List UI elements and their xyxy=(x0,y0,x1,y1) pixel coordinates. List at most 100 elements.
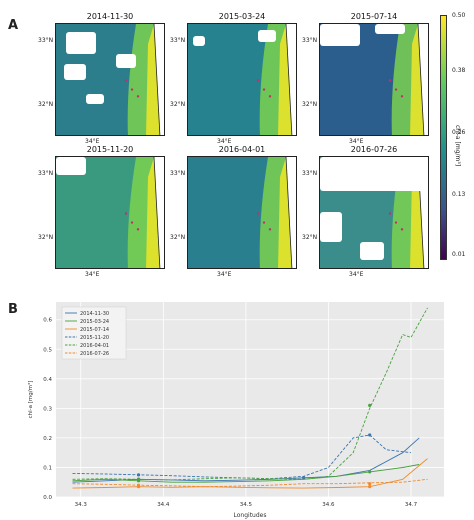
y-tick-label: 0.6 xyxy=(43,318,52,324)
station-point xyxy=(136,228,140,231)
x-tick-label: 34.7 xyxy=(405,502,418,508)
latitude-tick-label: 33°N xyxy=(170,37,186,44)
colorbar-tick-label: 0.38 xyxy=(452,67,466,74)
map-panel: 2015-03-24 33°N 32°N 34°E xyxy=(170,12,297,145)
station-point xyxy=(400,228,404,231)
cloud-gap xyxy=(320,157,428,191)
x-tick-label: 34.3 xyxy=(75,502,88,508)
latitude-tick-label: 32°N xyxy=(38,234,54,241)
colorbar-tick-label: 0.50 xyxy=(452,12,466,19)
cloud-gap xyxy=(56,157,86,175)
map-date-title: 2015-11-20 xyxy=(86,145,134,154)
cloud-gap xyxy=(320,212,342,242)
cloud-gap xyxy=(258,30,276,42)
nearshore-high-chl xyxy=(410,24,424,135)
map-panel: 2015-07-14 33°N 32°N 34°E xyxy=(302,12,429,145)
series-marker xyxy=(302,476,306,480)
series-line xyxy=(72,307,428,481)
latitude-tick-label: 33°N xyxy=(38,37,54,44)
chlorophyll-field xyxy=(188,24,296,135)
legend-box xyxy=(61,306,127,360)
map-panel: 2014-11-30 33°N 32°N 34°E xyxy=(38,12,165,145)
latitude-tick-label: 33°N xyxy=(38,170,54,177)
nearshore-high-chl xyxy=(146,24,160,135)
coastline xyxy=(153,24,161,135)
y-tick-label: 0.0 xyxy=(43,495,52,501)
map-image xyxy=(55,156,165,269)
legend-label: 2015-07-14 xyxy=(80,327,109,333)
chlorophyll-field xyxy=(188,157,296,268)
station-point xyxy=(262,221,266,224)
station-point xyxy=(136,95,140,98)
cloud-gap xyxy=(375,24,405,34)
map-date-title: 2015-07-14 xyxy=(350,12,398,21)
chlorophyll-field xyxy=(56,157,164,268)
series-marker xyxy=(368,485,372,489)
land-area xyxy=(154,24,164,135)
land-area xyxy=(418,24,428,135)
panel-a-label: A xyxy=(8,18,19,33)
cloud-gap xyxy=(86,94,104,104)
colorbar-tick-label: 0.01 xyxy=(452,251,466,258)
series-marker xyxy=(136,473,141,477)
map-panel: 2015-11-20 33°N 32°N 34°E xyxy=(38,145,165,278)
colorbar-tick-label: 0.13 xyxy=(452,191,466,198)
map-date-title: 2016-07-26 xyxy=(350,145,398,154)
y-tick-label: 0.2 xyxy=(43,436,52,442)
nearshore-high-chl xyxy=(146,157,160,268)
panel-b-label: B xyxy=(8,302,18,317)
x-axis-label: Longitudes xyxy=(234,512,267,519)
map-image xyxy=(55,23,165,136)
map-image xyxy=(319,23,429,136)
coastline xyxy=(417,24,425,135)
station-point xyxy=(268,228,272,231)
latitude-tick-label: 32°N xyxy=(38,101,54,108)
y-tick-label: 0.3 xyxy=(43,406,52,412)
series-line xyxy=(72,458,428,489)
map-date-title: 2015-03-24 xyxy=(218,12,266,21)
series-line xyxy=(72,478,428,488)
series-marker xyxy=(368,403,372,408)
latitude-tick-label: 32°N xyxy=(170,234,186,241)
y-tick-label: 0.5 xyxy=(43,347,52,353)
x-tick-label: 34.6 xyxy=(322,502,335,508)
map-panel: 2016-07-26 33°N 32°N 34°E xyxy=(302,145,429,278)
series-marker xyxy=(136,477,141,481)
latitude-tick-label: 32°N xyxy=(302,234,318,241)
station-point xyxy=(256,212,260,215)
nearshore-high-chl xyxy=(278,24,292,135)
series-marker xyxy=(368,470,372,474)
series-marker xyxy=(368,482,372,486)
station-point xyxy=(124,212,128,215)
legend-label: 2014-11-30 xyxy=(80,311,109,317)
longitude-tick-label: 34°E xyxy=(217,271,232,278)
station-point xyxy=(130,88,134,91)
station-point xyxy=(130,221,134,224)
chlorophyll-field xyxy=(56,24,164,135)
legend-label: 2016-07-26 xyxy=(80,351,109,357)
x-tick-label: 34.4 xyxy=(157,502,170,508)
longitude-tick-label: 34°E xyxy=(349,138,364,145)
longitude-tick-label: 34°E xyxy=(85,271,100,278)
series-marker xyxy=(136,483,141,487)
station-point xyxy=(400,95,404,98)
cloud-gap xyxy=(66,32,96,54)
chlorophyll-field xyxy=(320,157,428,268)
series-line xyxy=(72,464,420,483)
y-tick-label: 0.1 xyxy=(43,465,52,471)
legend-label: 2015-11-20 xyxy=(80,335,109,341)
latitude-tick-label: 32°N xyxy=(170,101,186,108)
land-area xyxy=(286,157,296,268)
series-marker xyxy=(368,433,372,437)
cloud-gap xyxy=(320,24,360,46)
colorbar-label: chl-a [mg/m³] xyxy=(454,125,461,167)
cloud-gap xyxy=(360,242,384,260)
map-date-title: 2016-04-01 xyxy=(218,145,266,154)
chlorophyll-field xyxy=(320,24,428,135)
cloud-gap xyxy=(64,64,86,80)
latitude-tick-label: 33°N xyxy=(302,170,318,177)
latitude-tick-label: 32°N xyxy=(302,101,318,108)
coastline xyxy=(285,24,293,135)
y-tick-label: 0.4 xyxy=(43,377,52,383)
latitude-tick-label: 33°N xyxy=(302,37,318,44)
